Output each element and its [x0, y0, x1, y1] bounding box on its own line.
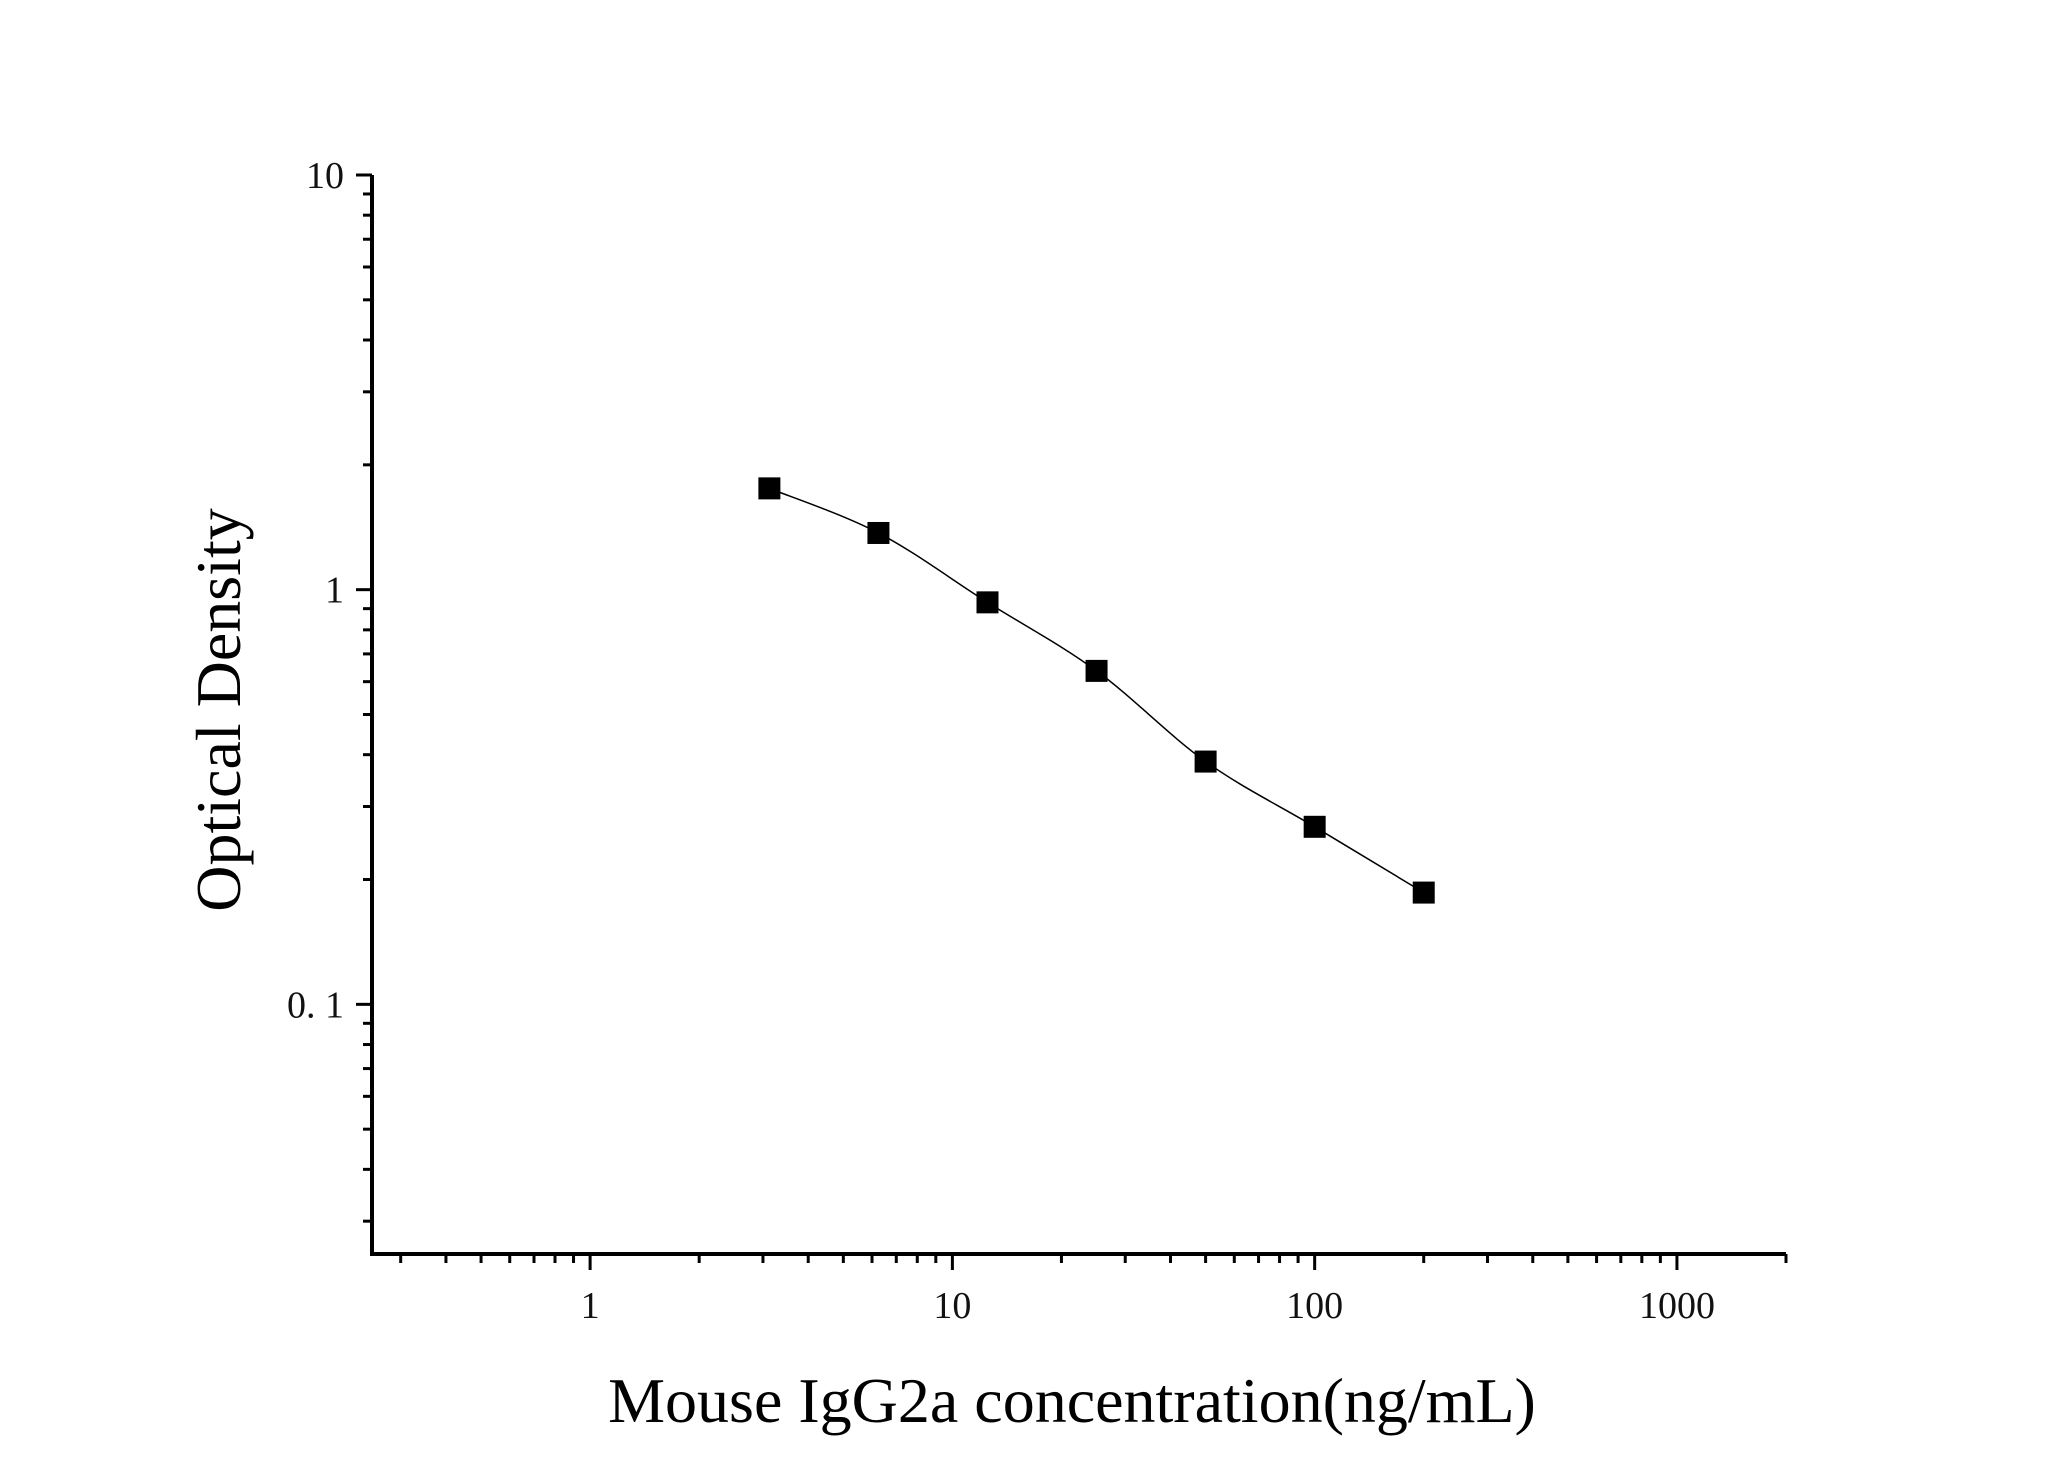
x-tick-label: 10 [933, 1285, 971, 1327]
data-point [1412, 881, 1435, 904]
data-markers [758, 477, 1435, 904]
x-axis-tick-labels: 1 10 100 1000 [581, 1285, 1715, 1327]
data-point [758, 477, 781, 500]
x-axis-ticks [399, 1254, 1788, 1270]
y-tick-label: 0. 1 [287, 984, 344, 1026]
x-tick-label: 1000 [1639, 1285, 1715, 1327]
x-tick-label: 1 [581, 1285, 600, 1327]
x-axis-title: Mouse IgG2a concentration(ng/mL) [608, 1365, 1536, 1436]
data-point [867, 521, 890, 544]
y-tick-label: 1 [325, 570, 344, 612]
y-axis-tick-labels: 0. 1 1 10 [287, 155, 344, 1026]
y-axis-ticks [356, 173, 372, 1223]
data-point [976, 591, 999, 614]
data-point [1303, 815, 1326, 838]
y-axis-title: Optical Density [183, 508, 254, 911]
data-point [1085, 659, 1108, 682]
x-tick-label: 100 [1286, 1285, 1343, 1327]
y-tick-label: 10 [306, 155, 344, 197]
data-point [1194, 750, 1217, 773]
